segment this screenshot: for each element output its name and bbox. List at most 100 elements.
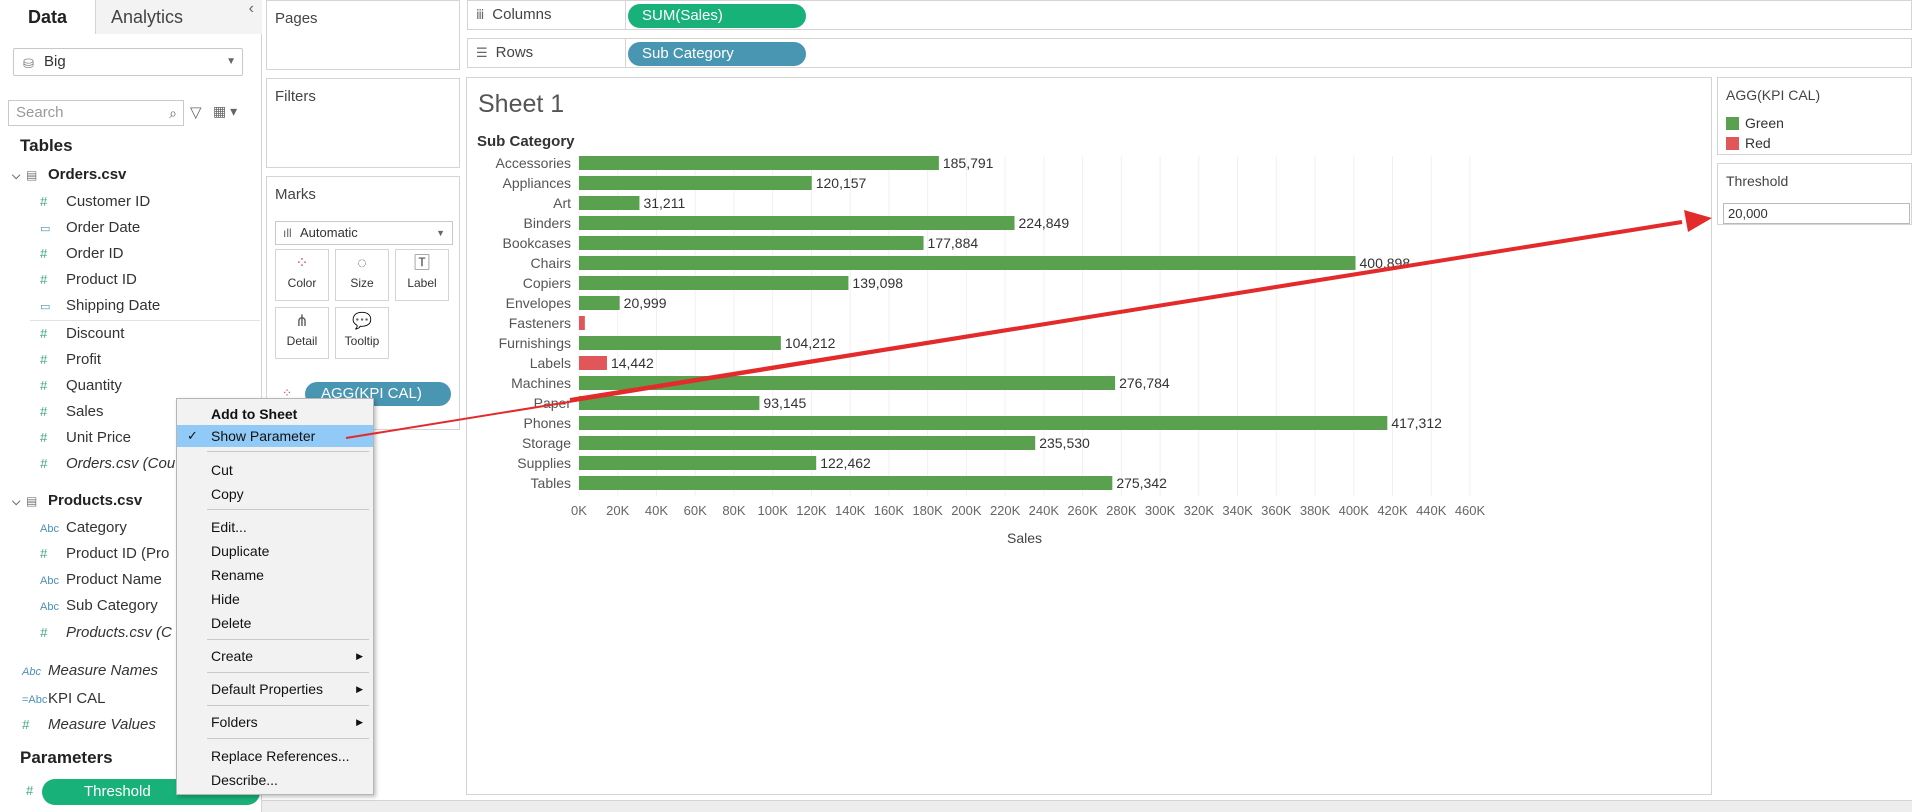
columns-pill-sales[interactable]: SUM(Sales) bbox=[628, 4, 806, 28]
label-button[interactable]: 🅃 Label bbox=[395, 249, 449, 301]
x-tick-label: 360K bbox=[1261, 503, 1292, 518]
hash-icon: # bbox=[40, 326, 48, 341]
menu-hide[interactable]: Hide bbox=[211, 591, 240, 607]
products-table[interactable]: ⌵ ▤ Products.csv bbox=[12, 492, 143, 509]
x-tick-label: 60K bbox=[684, 503, 707, 518]
field-orders-count[interactable]: # Orders.csv (Cou bbox=[40, 455, 176, 472]
pages-card[interactable]: Pages bbox=[266, 0, 460, 70]
menu-edit[interactable]: Edit... bbox=[211, 519, 247, 535]
submenu-arrow-icon: ▶ bbox=[356, 684, 363, 694]
rows-pill-sub-category[interactable]: Sub Category bbox=[628, 42, 806, 66]
field-sales[interactable]: # Sales bbox=[40, 403, 104, 420]
field-quantity[interactable]: # Quantity bbox=[40, 377, 122, 394]
bar bbox=[579, 456, 817, 470]
tab-data[interactable]: Data bbox=[0, 0, 96, 34]
category-label: Paper bbox=[534, 395, 572, 411]
submenu-arrow-icon: ▶ bbox=[356, 651, 363, 661]
field-measure-values[interactable]: # Measure Values bbox=[22, 716, 156, 733]
tab-analytics[interactable]: Analytics bbox=[96, 0, 262, 34]
field-category[interactable]: Abc Category bbox=[40, 519, 127, 536]
search-icon: ⌕ bbox=[169, 105, 177, 121]
x-tick-label: 220K bbox=[990, 503, 1021, 518]
legend-item-green[interactable]: Green bbox=[1726, 115, 1784, 131]
x-tick-label: 460K bbox=[1455, 503, 1486, 518]
collapse-pane-icon[interactable]: ‹ bbox=[248, 0, 254, 17]
legend-title: AGG(KPI CAL) bbox=[1726, 87, 1821, 103]
field-product-name[interactable]: Abc Product Name bbox=[40, 571, 162, 588]
view-options-icon[interactable]: ▦ ▾ bbox=[213, 103, 238, 119]
detail-button[interactable]: ⋔ Detail bbox=[275, 307, 329, 359]
menu-describe[interactable]: Describe... bbox=[211, 772, 278, 788]
menu-divider bbox=[207, 705, 369, 706]
chevron-down-icon[interactable]: ⌵ bbox=[12, 496, 21, 508]
threshold-title: Threshold bbox=[1726, 173, 1789, 189]
threshold-input[interactable]: 20,000 bbox=[1723, 203, 1910, 224]
columns-shelf[interactable]: ⅲ Columns SUM(Sales) bbox=[467, 0, 1912, 30]
abc-icon: Abc bbox=[40, 523, 59, 535]
menu-delete[interactable]: Delete bbox=[211, 615, 252, 631]
menu-divider bbox=[207, 639, 369, 640]
search-input[interactable]: Search ⌕ bbox=[8, 100, 184, 126]
tooltip-button[interactable]: 💬 Tooltip bbox=[335, 307, 389, 359]
field-order-date[interactable]: ▭ Order Date bbox=[40, 219, 141, 236]
field-product-id-products[interactable]: # Product ID (Pro bbox=[40, 545, 170, 562]
x-tick-label: 340K bbox=[1222, 503, 1253, 518]
field-order-id[interactable]: # Order ID bbox=[40, 245, 124, 262]
worksheet: Sheet 1 Sub Category Accessories 185,791 Ap… bbox=[466, 77, 1712, 795]
x-tick-label: 120K bbox=[796, 503, 827, 518]
field-kpi-cal[interactable]: =AbcKPI CAL bbox=[22, 690, 106, 707]
search-placeholder: Search bbox=[16, 104, 64, 121]
datasource-select[interactable]: ⛁ Big ▼ bbox=[13, 48, 243, 76]
x-tick-label: 400K bbox=[1339, 503, 1370, 518]
rows-shelf[interactable]: ☰ Rows Sub Category bbox=[467, 38, 1912, 68]
mark-type-select[interactable]: ıll Automatic ▼ bbox=[275, 221, 453, 245]
table-icon: ▤ bbox=[26, 168, 38, 182]
field-unit-price[interactable]: # Unit Price bbox=[40, 429, 132, 446]
category-label: Copiers bbox=[523, 275, 571, 291]
filters-card[interactable]: Filters bbox=[266, 78, 460, 168]
field-discount[interactable]: # Discount bbox=[40, 325, 125, 342]
field-products-count[interactable]: # Products.csv (C bbox=[40, 624, 172, 641]
menu-cut[interactable]: Cut bbox=[211, 462, 233, 478]
color-button[interactable]: ⁘ Color bbox=[275, 249, 329, 301]
orders-table[interactable]: ⌵ ▤ Orders.csv bbox=[12, 166, 127, 183]
legend-item-red[interactable]: Red bbox=[1726, 135, 1771, 151]
menu-folders[interactable]: Folders ▶ bbox=[177, 711, 373, 733]
bar bbox=[579, 436, 1036, 450]
field-measure-names[interactable]: Abc Measure Names bbox=[22, 662, 159, 679]
field-customer-id[interactable]: # Customer ID bbox=[40, 193, 151, 210]
size-button[interactable]: ◌ Size bbox=[335, 249, 389, 301]
detail-icon: ⋔ bbox=[295, 313, 309, 330]
bar bbox=[579, 176, 812, 190]
field-sub-category[interactable]: Abc Sub Category bbox=[40, 597, 158, 614]
menu-add-to-sheet[interactable]: Add to Sheet bbox=[211, 406, 298, 422]
menu-default-properties[interactable]: Default Properties ▶ bbox=[177, 678, 373, 700]
data-label: 93,145 bbox=[763, 395, 806, 411]
bar bbox=[579, 476, 1113, 490]
x-tick-label: 240K bbox=[1029, 503, 1060, 518]
sheet-title: Sheet 1 bbox=[478, 90, 565, 118]
data-label: 104,212 bbox=[785, 335, 836, 351]
chevron-down-icon[interactable]: ⌵ bbox=[12, 170, 21, 182]
category-label: Machines bbox=[511, 375, 571, 391]
menu-show-parameter[interactable]: ✓ Show Parameter bbox=[177, 425, 373, 447]
data-label: 417,312 bbox=[1391, 415, 1442, 431]
menu-duplicate[interactable]: Duplicate bbox=[211, 543, 270, 559]
field-profit[interactable]: # Profit bbox=[40, 351, 102, 368]
rows-icon: ☰ bbox=[476, 45, 488, 60]
x-tick-label: 380K bbox=[1300, 503, 1331, 518]
x-tick-label: 280K bbox=[1106, 503, 1137, 518]
menu-rename[interactable]: Rename bbox=[211, 567, 264, 583]
menu-copy[interactable]: Copy bbox=[211, 486, 244, 502]
x-tick-label: 420K bbox=[1377, 503, 1408, 518]
mark-type-value: Automatic bbox=[300, 225, 358, 240]
menu-create[interactable]: Create ▶ bbox=[177, 645, 373, 667]
category-label: Furnishings bbox=[499, 335, 571, 351]
field-product-id[interactable]: # Product ID bbox=[40, 271, 137, 288]
hash-icon: # bbox=[22, 717, 30, 732]
x-tick-label: 440K bbox=[1416, 503, 1447, 518]
filter-icon[interactable]: ▽ bbox=[190, 104, 202, 121]
menu-replace-references[interactable]: Replace References... bbox=[211, 748, 350, 764]
field-shipping-date[interactable]: ▭ Shipping Date bbox=[40, 297, 161, 314]
marks-card: Marks ıll Automatic ▼ ⁘ Color ◌ Size 🅃 Labe… bbox=[266, 176, 460, 430]
